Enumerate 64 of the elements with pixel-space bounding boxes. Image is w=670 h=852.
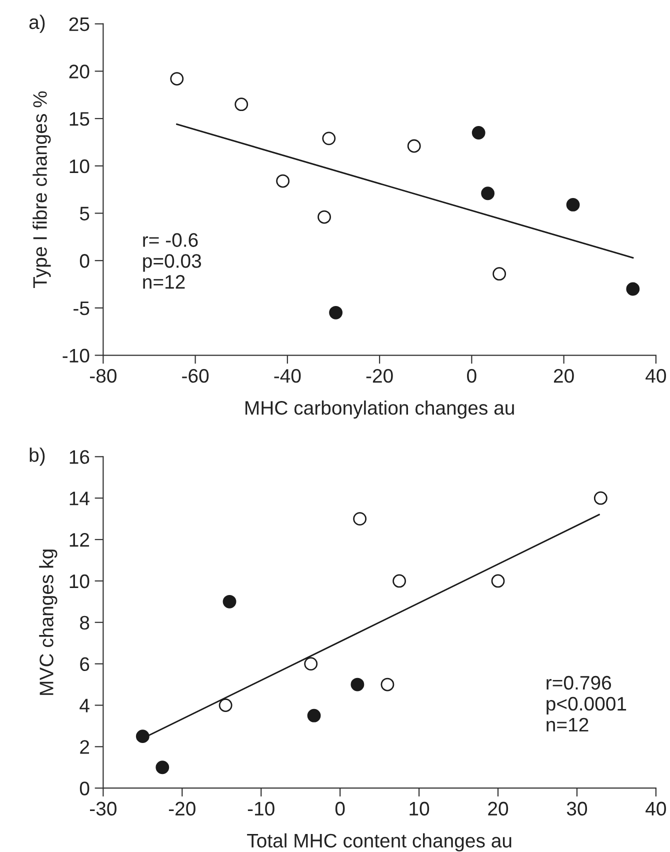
x-tick-label: -10 xyxy=(248,802,274,816)
point xyxy=(136,730,150,744)
point xyxy=(594,491,608,505)
point xyxy=(353,512,367,526)
y-axis-title: MVC changes kg xyxy=(39,550,58,695)
y-tick-label: 16 xyxy=(70,450,90,464)
chart-title: b) xyxy=(30,448,45,466)
point xyxy=(318,210,331,224)
y-tick-label: -10 xyxy=(62,348,90,363)
x-tick-label: 20 xyxy=(554,368,574,383)
point xyxy=(307,708,321,722)
y-tick-label: 14 xyxy=(70,492,90,506)
y-tick-label: 10 xyxy=(70,574,90,588)
point xyxy=(170,72,184,86)
point xyxy=(392,574,406,588)
point xyxy=(481,186,495,200)
point xyxy=(304,657,318,671)
annotation: r=0.796 p<0.0001 n=12 xyxy=(546,676,626,732)
point xyxy=(156,760,170,774)
x-tick-label: -20 xyxy=(168,802,196,816)
x-axis-title: Total MHC content changes au xyxy=(247,833,512,852)
point xyxy=(380,678,394,692)
point xyxy=(222,594,236,608)
point xyxy=(407,139,421,153)
point xyxy=(626,282,640,296)
x-tick-label: -20 xyxy=(366,368,393,383)
y-tick-label: 0 xyxy=(80,254,90,268)
y-tick-label: -5 xyxy=(74,302,90,316)
x-axis-title: MHC carbonylation changes au xyxy=(246,400,514,419)
point xyxy=(491,574,505,588)
x-tick-label: -40 xyxy=(274,368,301,383)
x-tick-label: -60 xyxy=(182,368,209,383)
point xyxy=(218,698,232,712)
x-tick-label: -80 xyxy=(90,368,116,383)
y-tick-label: 0 xyxy=(80,782,90,796)
point xyxy=(276,174,290,188)
y-axis-title: Type I fibre changes % xyxy=(32,91,51,288)
x-tick-label: 20 xyxy=(488,802,508,816)
y-tick-label: 4 xyxy=(80,698,90,712)
x-tick-label: 40 xyxy=(646,368,666,383)
point xyxy=(329,306,343,320)
y-tick-label: 12 xyxy=(70,532,90,547)
point xyxy=(472,126,486,140)
point xyxy=(566,198,580,212)
chart-title: a) xyxy=(29,14,45,33)
y-tick-label: 20 xyxy=(69,64,90,78)
y-tick-label: 5 xyxy=(80,206,90,220)
point xyxy=(492,267,506,281)
y-tick-label: 6 xyxy=(80,657,90,672)
x-tick-label: -30 xyxy=(90,802,116,816)
y-tick-label: 25 xyxy=(69,17,90,32)
point xyxy=(350,678,364,692)
annotation: r= -0.6 p=0.03 n=12 xyxy=(143,233,202,289)
y-tick-label: 8 xyxy=(80,616,90,630)
y-tick-label: 10 xyxy=(70,159,90,174)
point xyxy=(322,132,336,146)
y-tick-label: 2 xyxy=(80,740,90,754)
x-tick-label: 10 xyxy=(410,802,430,816)
y-tick-label: 15 xyxy=(70,112,90,126)
x-tick-label: 0 xyxy=(335,802,345,816)
x-tick-label: 40 xyxy=(646,802,666,816)
x-tick-label: 30 xyxy=(566,802,588,816)
x-tick-label: 0 xyxy=(467,368,476,383)
point xyxy=(234,98,248,112)
